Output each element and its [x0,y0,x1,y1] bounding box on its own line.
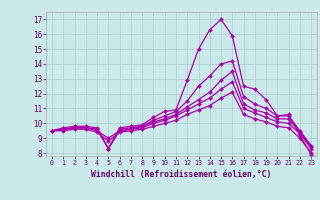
X-axis label: Windchill (Refroidissement éolien,°C): Windchill (Refroidissement éolien,°C) [92,170,272,179]
